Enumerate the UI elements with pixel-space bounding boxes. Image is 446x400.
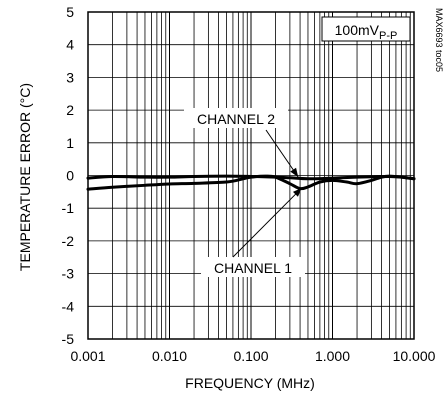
y-axis-title: TEMPERATURE ERROR (°C): [17, 83, 33, 271]
x-axis-title: FREQUENCY (MHz): [185, 375, 315, 391]
x-tick-labels: 0.001 0.010 0.100 1.000 10.000: [70, 348, 435, 364]
inset-label-box: 100mVP-P: [321, 16, 411, 42]
y-tick-labels: -5 -4 -3 -2 -1 0 1 2 3 4 5: [62, 4, 75, 347]
plot-frame: [87, 11, 415, 340]
y-tick-label: -4: [62, 298, 75, 314]
y-tick-label: 2: [66, 102, 74, 118]
annotation-arrow-line: [265, 129, 299, 178]
inset-label: 100mVP-P: [335, 22, 398, 42]
series-group: [86, 174, 416, 191]
annotation-arrowhead: [290, 167, 299, 178]
annotation-label: CHANNEL 1: [214, 260, 292, 276]
series-channel-1-line: [86, 174, 416, 191]
y-tick-label: 0: [66, 168, 74, 184]
x-tick-label: 0.001: [70, 348, 105, 364]
x-tick-label: 0.100: [233, 348, 268, 364]
y-tick-label: -1: [62, 200, 75, 216]
inset-label-subscript: P-P: [379, 30, 397, 42]
annotation-channel-2: CHANNEL 2: [184, 108, 299, 178]
x-tick-label: 10.000: [393, 348, 436, 364]
y-tick-label: 5: [66, 4, 74, 20]
y-tick-label: 1: [66, 135, 74, 151]
x-tick-label: 1.000: [315, 348, 350, 364]
y-tick-label: -3: [62, 266, 75, 282]
x-tick-label: 0.010: [152, 348, 187, 364]
annotation-label-bg: [201, 257, 305, 277]
annotation-label-bg: [184, 108, 288, 128]
annotation-label: CHANNEL 2: [197, 111, 275, 127]
series-channel-2-line: [86, 174, 416, 181]
annotation-arrow-line: [232, 187, 303, 258]
inset-label-frame: [321, 16, 411, 42]
annotation-arrowhead: [292, 187, 302, 197]
y-tick-label: -2: [62, 233, 75, 249]
annotations: CHANNEL 2 CHANNEL 1: [184, 108, 305, 277]
y-tick-label: 4: [66, 37, 74, 53]
y-tick-label: 3: [66, 69, 74, 85]
figure-code: MAX6693 toc05: [434, 8, 444, 72]
inset-label-main: 100mV: [335, 22, 380, 38]
y-tick-label: -5: [62, 331, 75, 347]
annotation-channel-1: CHANNEL 1: [201, 187, 305, 277]
